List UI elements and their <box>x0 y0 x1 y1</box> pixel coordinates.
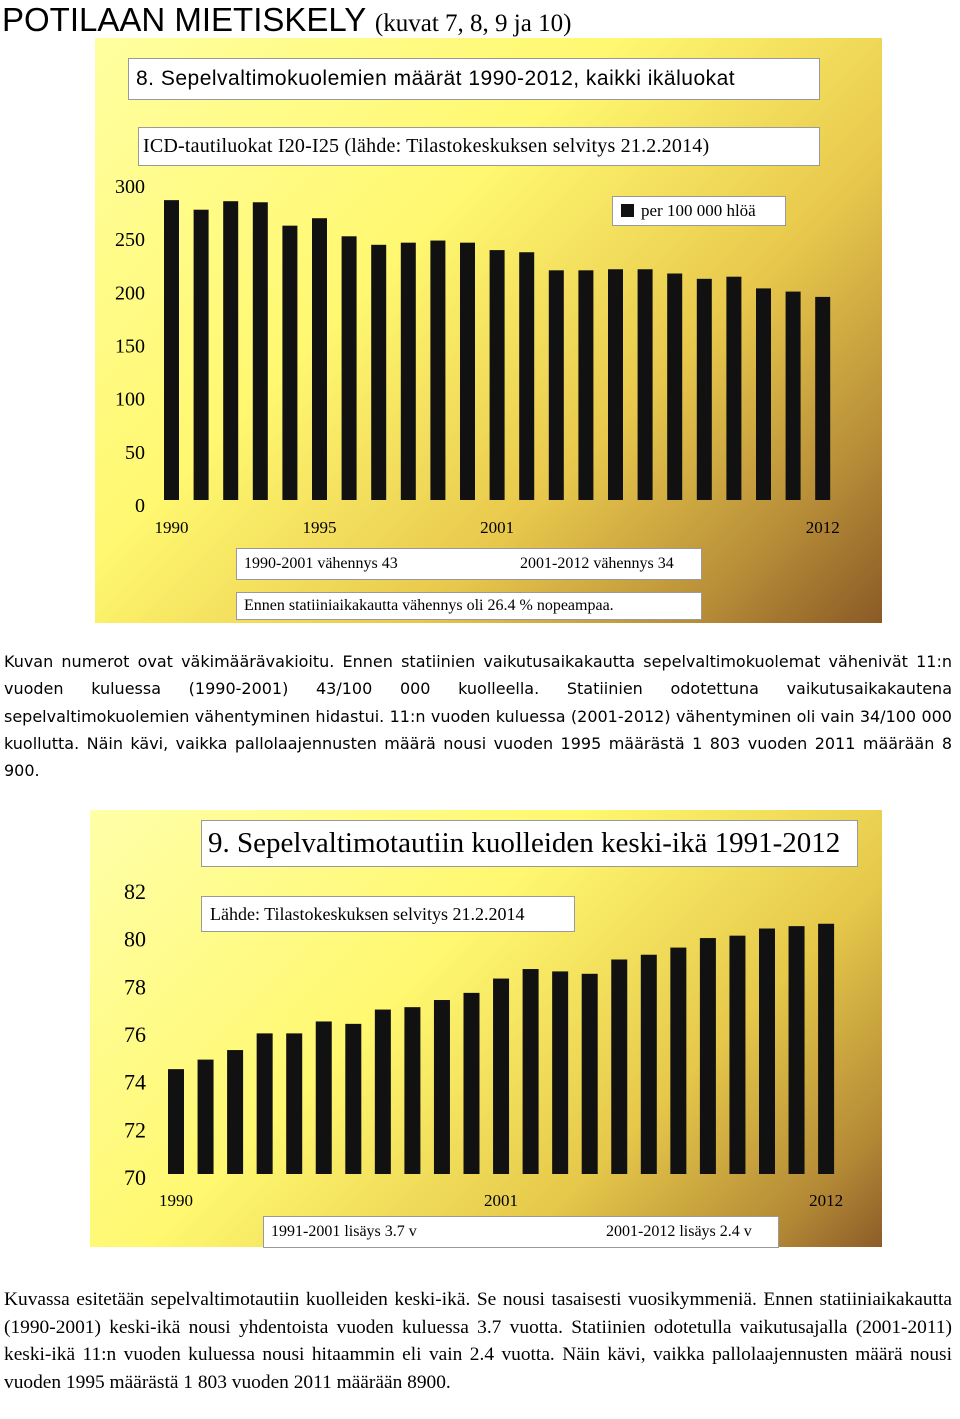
chart-1-bar <box>193 209 209 500</box>
chart-2-bar <box>788 926 805 1174</box>
chart-2-bar <box>433 1000 450 1174</box>
paragraph-1-sentence: Kuvan numerot ovat väkimäärävakioitu. <box>4 652 335 671</box>
chart-2-bar <box>286 1033 303 1174</box>
chart-1-y-tick-label: 50 <box>125 442 145 464</box>
chart-2-bar <box>404 1007 421 1174</box>
chart-1-y-tick-label: 150 <box>115 336 145 358</box>
paragraph-2: Kuvassa esitetään sepelvaltimotautiin ku… <box>4 1289 952 1393</box>
chart-1-y-tick-label: 0 <box>135 495 145 517</box>
chart-2-bar <box>522 969 539 1174</box>
legend-swatch <box>621 204 634 217</box>
paragraph-1-sentence: 11:n vuoden kuluessa (2001-2012) vähenty… <box>4 706 952 753</box>
chart-1-bar <box>608 269 623 500</box>
paragraph-1: Kuvan numerot ovat väkimäärävakioitu. En… <box>4 648 952 784</box>
chart-1-note-right: 2001-2012 vähennys 34 <box>520 555 674 572</box>
chart-1-bar <box>341 236 357 500</box>
chart-1-bar <box>371 244 387 500</box>
chart-2-bar <box>581 973 598 1174</box>
chart-1-bar <box>164 200 179 500</box>
paragraph-1-sentence: Statiinien odotettuna vaikutu­saikakaute… <box>4 679 952 726</box>
page-heading: POTILAAN MIETISKELY (kuvat 7, 8, 9 ja 10… <box>2 0 571 44</box>
chart-2-bar <box>729 935 746 1174</box>
chart-1-x-tick-label: 1995 <box>303 518 337 537</box>
chart-2-y-tick-label: 78 <box>124 974 146 999</box>
chart-1-subtitle: ICD-tautiluokat I20-I25 (lähde: Tilastok… <box>138 127 820 166</box>
chart-2-bar <box>374 1009 391 1174</box>
chart-2-bar <box>315 1021 332 1174</box>
chart-1-note-bottom: Ennen statiiniaikakautta vähennys oli 26… <box>236 592 702 620</box>
chart-1-bar <box>252 202 268 500</box>
chart-1-y-tick-label: 250 <box>115 229 145 251</box>
chart-1-bar <box>815 296 831 500</box>
chart-2-x-tick-label: 2012 <box>809 1191 843 1210</box>
chart-2-bar <box>640 954 657 1174</box>
chart-1-note-left: 1990-2001 vähennys 43 <box>244 555 398 572</box>
chart-2-y-tick-label: 70 <box>124 1165 146 1190</box>
chart-1-y-tick-label: 200 <box>115 282 145 304</box>
chart-2-bar <box>611 959 628 1174</box>
chart-2-y-tick-label: 76 <box>124 1022 146 1047</box>
legend-label: per 100 000 hlöä <box>641 201 756 220</box>
paragraph-1-sentence: Ennen statiinien vaikutusaikakautta sepe… <box>4 652 952 699</box>
chart-2-bar <box>493 978 510 1174</box>
chart-1-note-reductions: 1990-2001 vähennys 43 2001-2012 vähennys… <box>236 548 702 580</box>
chart-2-bar <box>463 992 480 1174</box>
chart-2-x-tick-label: 2001 <box>484 1191 518 1210</box>
chart-1-bar <box>696 278 712 500</box>
chart-2-bar <box>818 923 835 1174</box>
chart-1-bar <box>756 288 771 500</box>
chart-2-bar <box>227 1050 244 1174</box>
chart-1-x-tick-label: 2001 <box>480 518 514 537</box>
chart-2-bar <box>759 928 775 1174</box>
chart-1-bar <box>637 269 653 500</box>
page-heading-sub: (kuvat 7, 8, 9 ja 10) <box>374 10 572 37</box>
chart-1-bar <box>667 273 683 500</box>
chart-1-x-tick-label: 1990 <box>155 518 189 537</box>
chart-2-note: 1991-2001 lisäys 3.7 v 2001-2012 lisäys … <box>263 1216 779 1248</box>
chart-1-bar <box>548 270 564 500</box>
chart-1-bar <box>489 250 505 500</box>
chart-1-bar <box>726 276 742 500</box>
chart-2-y-tick-label: 82 <box>124 879 146 904</box>
chart-2-y-tick-label: 80 <box>124 927 146 952</box>
chart-1-legend: per 100 000 hlöä <box>612 196 786 226</box>
chart-2-bar <box>256 1033 273 1174</box>
page-heading-main: POTILAAN MIETISKELY <box>2 1 366 38</box>
chart-2-note-right: 2001-2012 lisäys 2.4 v <box>606 1223 752 1240</box>
chart-2-bar <box>197 1059 214 1174</box>
chart-1-title: 8. Sepelvaltimokuolemien määrät 1990-201… <box>128 58 820 100</box>
chart-1-bar <box>430 240 446 500</box>
chart-1-bar <box>785 291 801 500</box>
chart-2-y-tick-label: 74 <box>124 1070 146 1095</box>
chart-2-title: 9. Sepelvaltimotautiin kuolleiden keski-… <box>201 820 858 867</box>
chart-2-bar <box>670 947 687 1174</box>
chart-2-bar <box>168 1069 184 1174</box>
chart-1-x-tick-label: 2012 <box>806 518 840 537</box>
chart-1-bar <box>400 242 416 500</box>
chart-2-panel <box>90 810 882 1247</box>
chart-1-bar <box>578 270 594 500</box>
chart-1-bar <box>519 252 535 500</box>
paragraph-1-sentence: Näin kävi, vaikka pallolaajennusten määr… <box>4 733 952 781</box>
chart-1-y-tick-label: 300 <box>115 176 145 198</box>
chart-2-bar <box>699 938 716 1174</box>
chart-1-bar <box>460 242 475 500</box>
chart-1-bar <box>282 225 298 500</box>
chart-2-note-left: 1991-2001 lisäys 3.7 v <box>271 1223 417 1240</box>
chart-2-x-tick-label: 1990 <box>159 1191 193 1210</box>
chart-1-bar <box>223 201 239 500</box>
chart-1-bar <box>312 218 327 500</box>
chart-2-bar <box>552 971 569 1174</box>
chart-2-y-tick-label: 72 <box>124 1117 146 1142</box>
chart-1-y-tick-label: 100 <box>115 389 145 411</box>
chart-2-source: Lähde: Tilastokeskuksen selvitys 21.2.20… <box>201 896 575 932</box>
chart-2-bar <box>345 1023 362 1174</box>
